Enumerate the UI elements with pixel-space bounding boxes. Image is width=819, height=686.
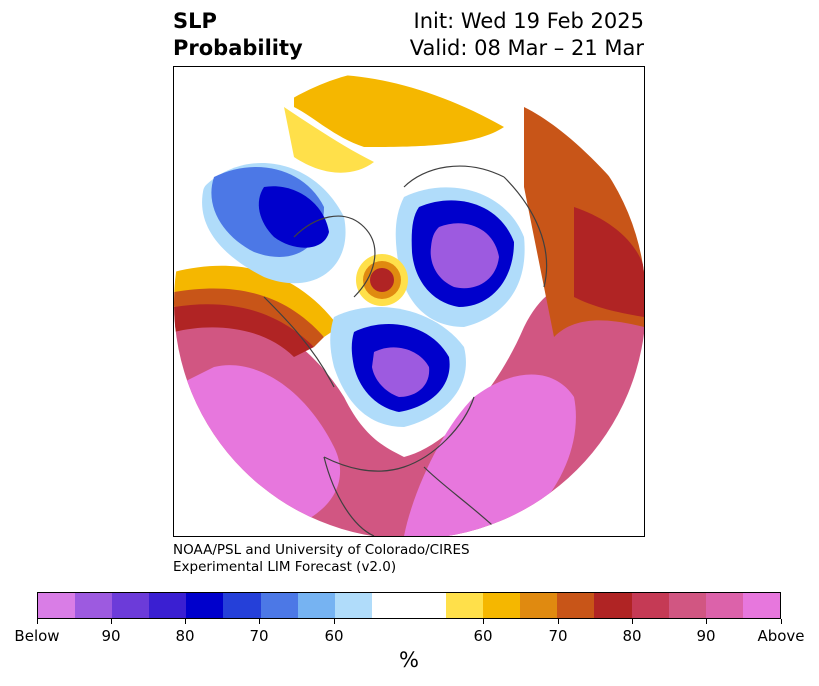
credit-block: NOAA/PSL and University of Colorado/CIRE… xyxy=(173,542,470,576)
colorbar-segment xyxy=(149,593,187,618)
colorbar-segment xyxy=(112,593,150,618)
colorbar xyxy=(37,592,781,619)
colorbar-segment xyxy=(705,593,743,618)
map-panel xyxy=(173,66,645,537)
colorbar-tickmark xyxy=(780,619,782,624)
colorbar-tickmark xyxy=(184,619,186,624)
title-variable: SLP xyxy=(173,9,217,33)
colorbar-tick-label: Above xyxy=(757,627,805,645)
colorbar-tick-label: Below xyxy=(14,627,60,645)
above-red-eurasia xyxy=(574,207,644,317)
map-disc xyxy=(174,67,644,536)
colorbar-tick-label: 60 xyxy=(324,627,344,645)
above-cell-red xyxy=(370,268,394,292)
colorbar-segment xyxy=(668,593,706,618)
colorbar-tick-label: 70 xyxy=(249,627,269,645)
below-high-canada xyxy=(372,347,430,397)
colorbar-tick-label: 60 xyxy=(473,627,493,645)
title-left: SLP Probability xyxy=(173,8,303,62)
init-date: Init: Wed 19 Feb 2025 xyxy=(413,9,644,33)
colorbar-tick-label: 90 xyxy=(101,627,121,645)
credit-line-1: NOAA/PSL and University of Colorado/CIRE… xyxy=(173,542,470,558)
colorbar-segment xyxy=(446,593,484,618)
colorbar-segment xyxy=(594,593,632,618)
colorbar-segment xyxy=(483,593,521,618)
colorbar-segment xyxy=(38,593,76,618)
colorbar-tickmark xyxy=(110,619,112,624)
above-red-band-west xyxy=(174,299,314,357)
below-mid-northwest xyxy=(258,186,329,248)
colorbar-tick-label: 80 xyxy=(622,627,642,645)
colorbar-tick-label: 90 xyxy=(696,627,716,645)
valid-range: Valid: 08 Mar – 21 Mar xyxy=(409,36,644,60)
colorbar-segment xyxy=(297,593,335,618)
title-quantity: Probability xyxy=(173,36,303,60)
colorbar-segment xyxy=(223,593,261,618)
above-orange-band-west xyxy=(174,285,324,347)
colorbar-tickmark xyxy=(333,619,335,624)
title-right: Init: Wed 19 Feb 2025 Valid: 08 Mar – 21… xyxy=(410,8,644,62)
colorbar-tickmark xyxy=(36,619,38,624)
colorbar-tick-label: 70 xyxy=(548,627,568,645)
above-high-core-atlantic xyxy=(404,374,576,536)
colorbar-tickmark xyxy=(705,619,707,624)
colorbar-tickmark xyxy=(557,619,559,624)
colorbar-segment xyxy=(408,593,447,618)
colorbar-tick-label: 80 xyxy=(175,627,195,645)
colorbar-tickmark xyxy=(631,619,633,624)
colorbar-segment xyxy=(334,593,372,618)
above-yellow-band-west xyxy=(174,265,339,337)
below-high-arctic xyxy=(430,223,499,289)
colorbar-segment xyxy=(75,593,113,618)
probability-map xyxy=(174,67,644,536)
colorbar-segment xyxy=(371,593,409,618)
above-yellow-arctic-rim xyxy=(294,74,504,147)
colorbar-segment xyxy=(631,593,669,618)
colorbar-tickmark xyxy=(258,619,260,624)
colorbar-segment xyxy=(742,593,780,618)
colorbar-segment xyxy=(260,593,298,618)
colorbar-segment xyxy=(186,593,224,618)
colorbar-segment xyxy=(520,593,558,618)
above-faint-arctic xyxy=(284,107,374,173)
colorbar-segment xyxy=(557,593,595,618)
credit-line-2: Experimental LIM Forecast (v2.0) xyxy=(173,559,397,575)
colorbar-tickmark xyxy=(482,619,484,624)
colorbar-unit: % xyxy=(399,648,419,672)
